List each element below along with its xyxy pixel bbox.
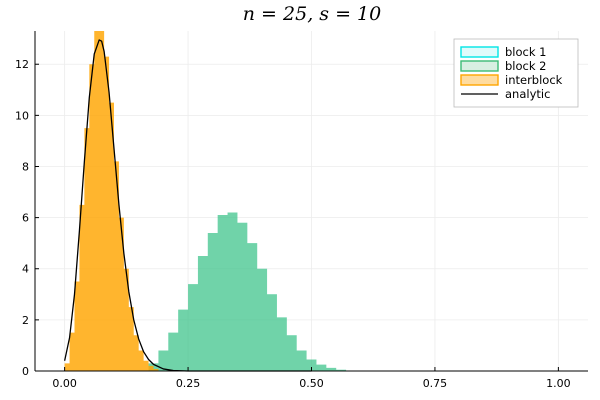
- y-tick-label: 12: [15, 58, 29, 71]
- y-tick-label: 2: [22, 314, 29, 327]
- x-tick-label: 0.75: [423, 377, 448, 390]
- legend-swatch: [460, 46, 499, 58]
- y-tick-label: 10: [15, 109, 29, 122]
- x-tick-label: 1.00: [546, 377, 571, 390]
- legend-label: interblock: [505, 73, 563, 87]
- histogram-interblock: [64, 31, 159, 371]
- x-tick-label: 0.25: [176, 377, 201, 390]
- legend-label: block 2: [505, 59, 547, 73]
- y-tick-label: 4: [22, 263, 29, 276]
- legend-swatch: [460, 60, 499, 72]
- chart-title: n = 25, s = 10: [243, 3, 381, 25]
- x-tick-label: 0.00: [52, 377, 77, 390]
- legend-label: analytic: [505, 87, 550, 101]
- plot-series: [63, 31, 356, 372]
- histogram-block-2: [148, 212, 356, 371]
- y-tick-label: 6: [22, 212, 29, 225]
- axes: 0.00 0.25 0.50 0.75 1.00 0 2 4 6 8 10 12: [15, 31, 588, 390]
- legend-swatch: [460, 74, 499, 86]
- y-tick-label: 8: [22, 160, 29, 173]
- x-tick-label: 0.50: [299, 377, 324, 390]
- y-tick-label: 0: [22, 365, 29, 378]
- legend-label: block 1: [505, 45, 547, 59]
- analytic-line: [63, 39, 312, 372]
